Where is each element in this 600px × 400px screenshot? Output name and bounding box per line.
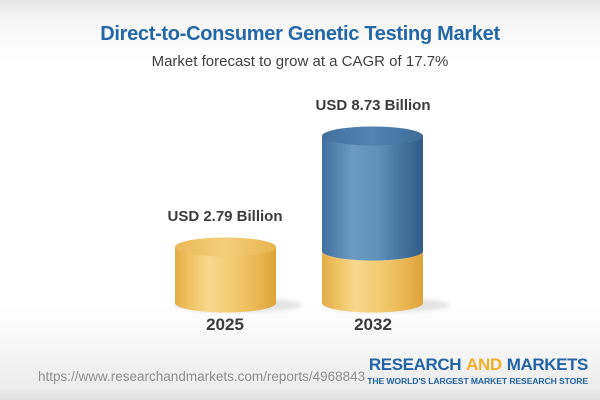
category-label-2025: 2025 bbox=[206, 315, 244, 334]
bar-2025-body bbox=[175, 247, 276, 313]
logo-wordmark: RESEARCH AND MARKETS bbox=[367, 355, 589, 375]
bar-2032-base-segment bbox=[322, 251, 423, 313]
logo-word-research: RESEARCH bbox=[368, 355, 462, 374]
bar-2032-growth-segment bbox=[322, 136, 423, 261]
bar-2032 bbox=[322, 126, 423, 313]
logo-tagline: THE WORLD'S LARGEST MARKET RESEARCH STOR… bbox=[367, 376, 588, 386]
bar-2025-top-cap bbox=[175, 237, 276, 257]
page-title: Direct-to-Consumer Genetic Testing Marke… bbox=[100, 23, 500, 45]
bar-2032-top-cap bbox=[322, 126, 423, 146]
page-subtitle: Market forecast to grow at a CAGR of 17.… bbox=[151, 53, 449, 70]
report-url: https://www.researchandmarkets.com/repor… bbox=[38, 369, 366, 384]
logo-word-and: AND bbox=[466, 355, 502, 374]
category-label-2032: 2032 bbox=[354, 315, 392, 334]
logo-word-markets: MARKETS bbox=[506, 355, 589, 374]
value-label-2032: USD 8.73 Billion bbox=[315, 97, 431, 114]
bar-2025 bbox=[175, 237, 276, 313]
research-and-markets-logo: RESEARCH AND MARKETS THE WORLD'S LARGEST M… bbox=[367, 355, 588, 386]
value-label-2025: USD 2.79 Billion bbox=[167, 208, 283, 225]
